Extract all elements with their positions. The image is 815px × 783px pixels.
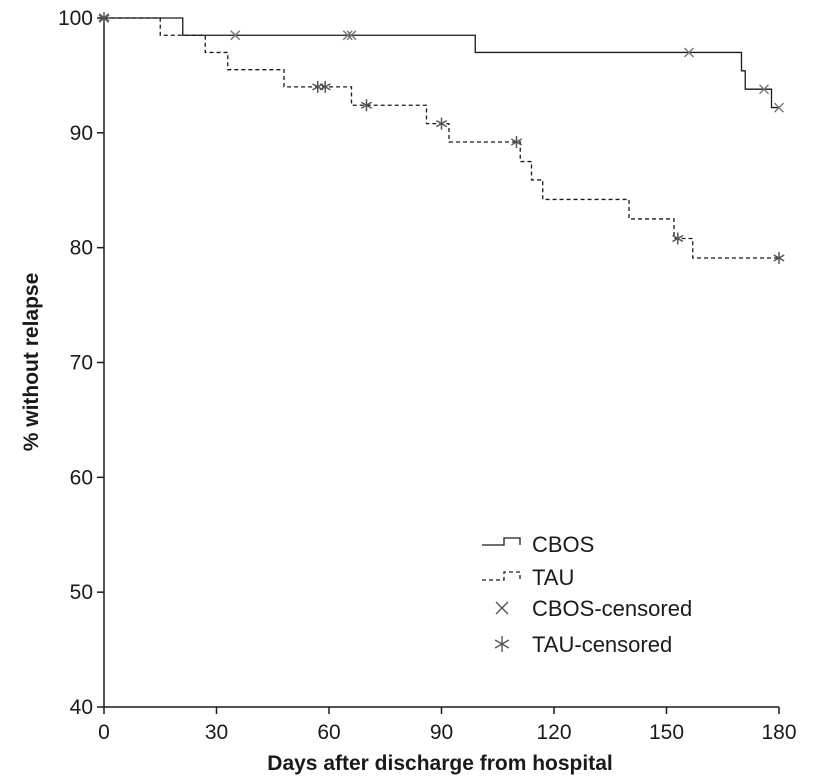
x-tick-label-60: 60 bbox=[317, 721, 340, 744]
y-tick-label-70: 70 bbox=[70, 352, 93, 375]
cbos-censored-marker bbox=[230, 30, 241, 41]
legend-swatch-tau bbox=[482, 571, 521, 581]
x-tick-label-180: 180 bbox=[761, 721, 796, 744]
legend-marker-cbos-censored bbox=[495, 601, 509, 615]
legend-label-cbos-censored: CBOS-censored bbox=[532, 596, 692, 621]
x-tick-label-0: 0 bbox=[98, 721, 110, 744]
tau-censored-marker bbox=[435, 117, 448, 130]
tau-censored-marker bbox=[360, 99, 373, 112]
tau-censored-marker bbox=[312, 80, 324, 93]
legend-label-tau-censored: TAU-censored bbox=[532, 632, 672, 657]
y-tick-label-100: 100 bbox=[58, 7, 93, 30]
x-tick-label-150: 150 bbox=[649, 721, 684, 744]
y-tick-label-50: 50 bbox=[70, 581, 93, 604]
x-tick-label-30: 30 bbox=[205, 721, 228, 744]
cbos-censored-marker bbox=[684, 47, 694, 58]
cbos-censored-marker bbox=[759, 84, 769, 95]
legend: CBOS TAU CBOS-censored TAU-censored bbox=[482, 532, 692, 657]
x-tick-label-120: 120 bbox=[536, 721, 571, 744]
series-layer bbox=[104, 17, 779, 259]
x-axis-title: Days after discharge from hospital bbox=[267, 752, 612, 775]
tau-censored-marker bbox=[319, 80, 331, 93]
marker-layer bbox=[98, 12, 785, 265]
y-tick-label-80: 80 bbox=[70, 237, 93, 260]
tau-censored-marker bbox=[510, 136, 523, 149]
tau-censored-marker bbox=[672, 232, 684, 245]
x-ticks: 0 30 60 90 120 150 180 bbox=[98, 707, 797, 744]
legend-marker-tau-censored bbox=[494, 636, 510, 652]
tau-censored-marker bbox=[98, 12, 110, 24]
legend-swatch-cbos bbox=[482, 537, 521, 546]
tau-censored-marker bbox=[773, 252, 785, 265]
legend-label-cbos: CBOS bbox=[532, 532, 594, 557]
cbos-censored-marker bbox=[346, 30, 357, 41]
y-ticks: 40 50 60 70 80 90 100 bbox=[58, 7, 104, 719]
axes: 40 50 60 70 80 90 100 0 30 60 90 120 150 180 bbox=[58, 7, 797, 744]
series-line-cbos bbox=[104, 17, 779, 109]
cbos-censored-marker bbox=[342, 30, 353, 41]
y-tick-label-90: 90 bbox=[70, 122, 93, 145]
x-tick-label-90: 90 bbox=[430, 721, 453, 744]
y-tick-label-40: 40 bbox=[70, 696, 93, 719]
y-tick-label-60: 60 bbox=[70, 466, 93, 489]
cbos-censored-marker bbox=[774, 102, 784, 113]
series-line-tau bbox=[104, 17, 779, 259]
y-axis-title: % without relapse bbox=[20, 273, 43, 452]
legend-label-tau: TAU bbox=[532, 565, 574, 590]
